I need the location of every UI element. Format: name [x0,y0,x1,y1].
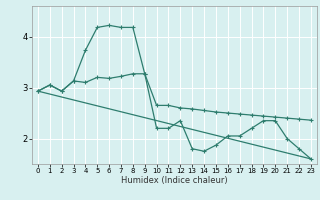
X-axis label: Humidex (Indice chaleur): Humidex (Indice chaleur) [121,176,228,185]
